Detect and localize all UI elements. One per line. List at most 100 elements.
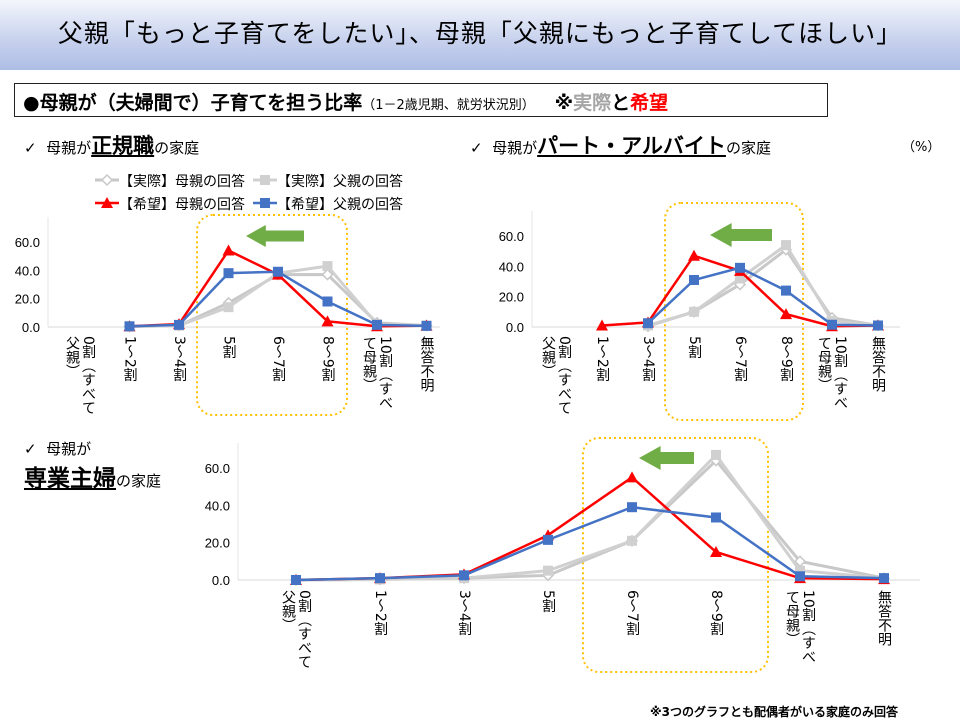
data-point <box>372 319 382 330</box>
data-point <box>781 240 791 251</box>
check-icon: ✓ <box>470 139 483 157</box>
legend-item: 【実際】父親の回答 <box>277 174 403 190</box>
section-label: の家庭 <box>116 472 162 490</box>
y-tick-label: 0.0 <box>22 320 40 335</box>
x-tick-label: 8～9割 <box>778 336 794 382</box>
x-tick-label: 0割（すべて父親） <box>540 336 572 415</box>
x-tick-label: 6～7割 <box>732 336 748 382</box>
page-title: 父親「もっと子育てをしたい」、母親「父親にもっと子育てしてほしい」 <box>57 19 903 48</box>
x-tick-label: 5割 <box>686 336 702 359</box>
legend-item: 【実際】母親の回答 <box>119 174 245 190</box>
x-tick-label: 無答不明 <box>418 336 435 392</box>
data-point <box>873 320 883 331</box>
series-line <box>295 452 885 582</box>
title-banner: 父親「もっと子育てをしたい」、母親「父親にもっと子育てしてほしい」 <box>0 0 960 70</box>
subtitle-note-mark: ※ <box>554 92 574 114</box>
legend-item: 【希望】父親の回答 <box>277 197 403 213</box>
data-point <box>827 319 837 330</box>
section-parttime: ✓ 母親がパート・アルバイトの家庭 <box>470 130 771 160</box>
x-tick-label: 6～7割 <box>624 590 640 636</box>
series-line <box>129 248 427 328</box>
subtitle-actual: 実際 <box>573 92 612 114</box>
data-point <box>273 266 283 277</box>
series-line <box>129 273 427 329</box>
x-tick-label: 3～4割 <box>640 336 656 382</box>
left-arrow-icon <box>246 225 304 247</box>
x-tick-label: 1～2割 <box>372 590 388 636</box>
y-tick-label: 40.0 <box>205 498 230 513</box>
section-housewife: ✓ 母親が 専業主婦の家庭 <box>24 438 161 493</box>
data-point <box>543 565 553 576</box>
data-point <box>223 302 234 313</box>
data-point <box>626 471 638 483</box>
series-line <box>647 242 879 327</box>
x-tick-label: 10割（すべて母親） <box>816 336 848 410</box>
legend-marker <box>100 173 114 187</box>
y-tick-label: 60.0 <box>499 229 524 244</box>
data-point <box>322 261 333 272</box>
x-tick-label: 3～4割 <box>456 590 472 636</box>
data-point <box>627 502 637 513</box>
subtitle-and: と <box>611 92 631 114</box>
y-tick-label: 40.0 <box>15 263 40 278</box>
y-tick-label: 60.0 <box>205 461 230 476</box>
unit-label: （%） <box>902 140 941 155</box>
x-tick-label: 3～4割 <box>171 336 187 382</box>
data-point <box>321 268 334 281</box>
y-tick-label: 20.0 <box>499 290 524 305</box>
subtitle-condition: （1－2歳児期、就労状況別） <box>362 98 535 113</box>
x-tick-label: 0割（すべて父親） <box>280 590 312 669</box>
y-tick-label: 20.0 <box>205 536 230 551</box>
y-tick-label: 0.0 <box>506 320 524 335</box>
legend-item: 【希望】母親の回答 <box>119 197 245 213</box>
data-point <box>781 285 791 296</box>
data-point <box>291 575 301 585</box>
section-fulltime: ✓ 母親が正規職の家庭 <box>24 130 199 160</box>
highlight-box <box>196 214 348 416</box>
check-icon: ✓ <box>24 440 37 458</box>
section-label: 母親が <box>492 139 538 157</box>
section-label: 母親が <box>46 139 92 157</box>
data-point <box>711 512 721 523</box>
data-point <box>321 315 334 327</box>
data-point <box>795 565 805 576</box>
y-tick-label: 60.0 <box>15 235 40 250</box>
data-point <box>780 308 792 320</box>
data-point <box>689 306 699 317</box>
y-tick-label: 20.0 <box>15 292 40 307</box>
data-point <box>322 296 333 307</box>
y-tick-label: 40.0 <box>499 259 524 274</box>
left-arrow-icon <box>710 223 772 247</box>
section-label: の家庭 <box>725 139 771 157</box>
y-tick-label: 0.0 <box>212 573 230 588</box>
x-tick-label: 無答不明 <box>870 336 886 392</box>
data-point <box>596 319 608 331</box>
section-label: 母親が <box>46 440 92 458</box>
data-point <box>124 321 135 332</box>
data-point <box>375 573 385 584</box>
x-tick-label: 8～9割 <box>319 336 336 382</box>
check-icon: ✓ <box>24 139 37 157</box>
series-line <box>295 505 885 582</box>
section-emphasis: 正規職 <box>91 134 155 158</box>
section-emphasis: パート・アルバイト <box>537 134 726 158</box>
data-point <box>627 535 637 546</box>
x-tick-label: 6～7割 <box>270 336 286 382</box>
left-arrow-icon <box>639 446 694 470</box>
data-point <box>735 273 745 284</box>
data-point <box>222 244 235 256</box>
x-tick-label: 10割（すべて母親） <box>361 336 393 410</box>
data-point <box>459 570 469 581</box>
data-point <box>643 318 653 329</box>
x-tick-label: 10割（すべて母親） <box>784 590 816 664</box>
data-point <box>795 571 805 582</box>
x-tick-label: 5割 <box>220 336 237 359</box>
section-label: の家庭 <box>154 139 200 157</box>
subtitle-hope: 希望 <box>630 92 669 114</box>
data-point <box>688 249 700 261</box>
footnote: ※3つのグラフとも配偶者がいる家庭のみ回答 <box>650 705 899 719</box>
x-tick-label: 1～2割 <box>121 336 138 382</box>
data-point <box>421 320 432 331</box>
legend-marker <box>101 197 113 208</box>
